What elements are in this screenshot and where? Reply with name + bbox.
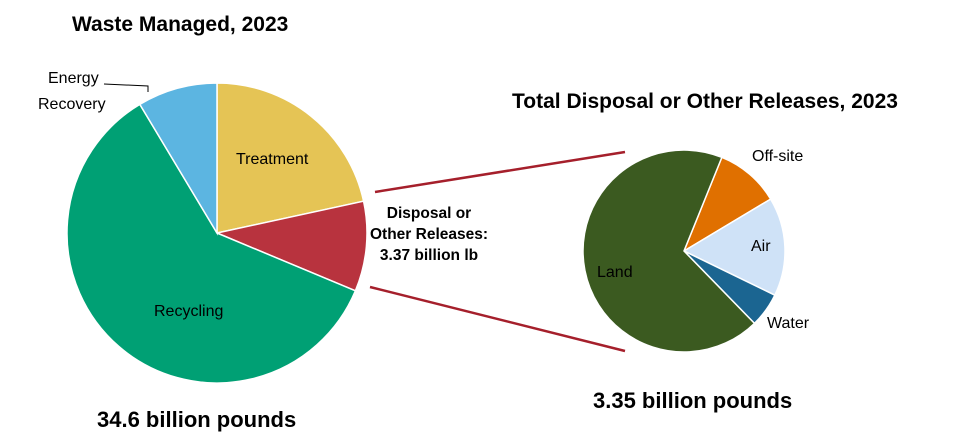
treatment-label: Treatment bbox=[236, 151, 309, 168]
disposal-callout: Disposal or Other Releases: 3.37 billion… bbox=[364, 203, 494, 266]
energy-recovery-leader bbox=[103, 83, 149, 92]
energy-recovery-label-line2: Recovery bbox=[38, 96, 106, 113]
disposal-releases-slice-land bbox=[582, 149, 756, 353]
right-chart-title: Total Disposal or Other Releases, 2023 bbox=[512, 90, 898, 113]
waste-managed-slice-energy-recovery bbox=[138, 82, 218, 236]
waste-managed-slice-recycling bbox=[66, 103, 357, 384]
left-total-label: 34.6 billion pounds bbox=[97, 407, 297, 432]
callout-line-2: Other Releases: bbox=[369, 226, 489, 243]
recycling-label: Recycling bbox=[154, 303, 224, 320]
water-label: Water bbox=[767, 315, 810, 332]
left-chart-title: Waste Managed, 2023 bbox=[72, 13, 289, 36]
right-pie bbox=[582, 149, 786, 353]
energy-recovery-label-line1: Energy bbox=[48, 70, 99, 87]
off-site-label: Off-site bbox=[752, 148, 804, 165]
waste-managed-slice-treatment bbox=[216, 82, 365, 234]
land-label: Land bbox=[597, 264, 633, 281]
connector-bottom bbox=[369, 285, 626, 353]
callout-line-1: Disposal or bbox=[386, 205, 472, 222]
disposal-releases-slice-air bbox=[682, 198, 786, 297]
left-pie bbox=[66, 82, 368, 384]
connector-top bbox=[374, 150, 626, 194]
waste-managed-slice-disposal-or-other-releases bbox=[214, 200, 368, 292]
callout-line-3: 3.37 billion lb bbox=[379, 247, 479, 264]
air-label: Air bbox=[751, 238, 771, 255]
right-total-label: 3.35 billion pounds bbox=[593, 388, 793, 413]
